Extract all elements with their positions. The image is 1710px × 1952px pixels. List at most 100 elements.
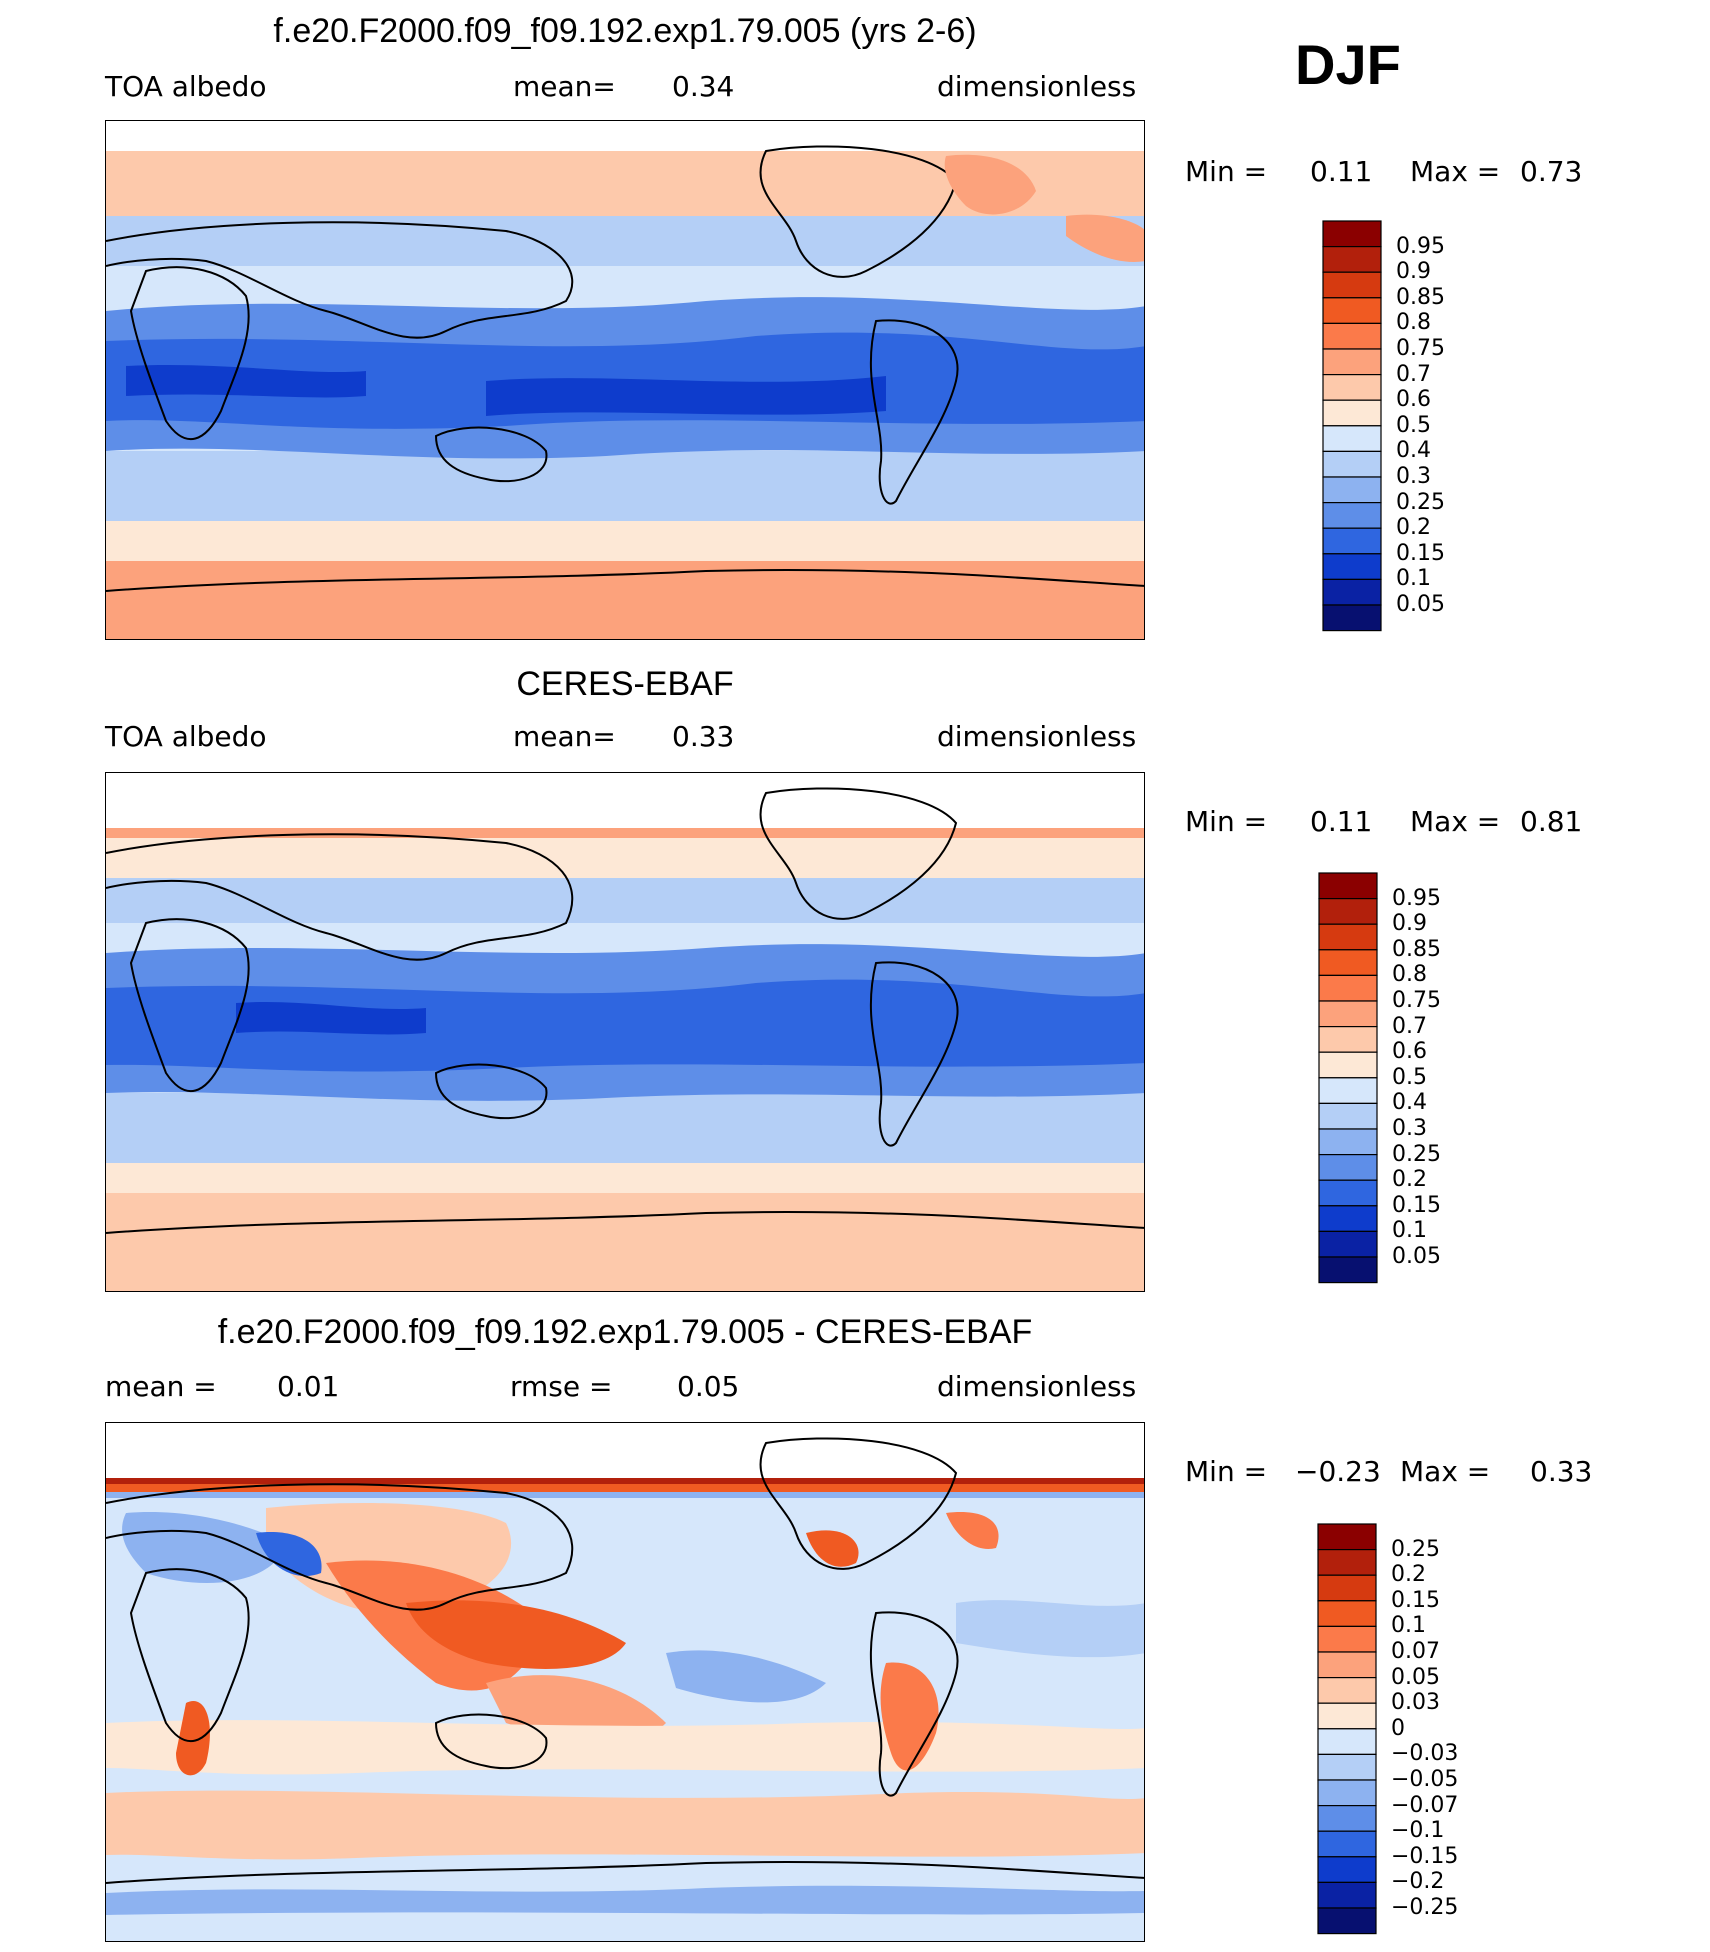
colorbar-tick-label: 0.8 xyxy=(1396,310,1431,336)
panel-1-map xyxy=(105,120,1145,640)
panel-3-title: f.e20.F2000.f09_f09.192.exp1.79.005 - CE… xyxy=(217,1313,1033,1351)
colorbar-tick-label: 0.9 xyxy=(1396,259,1431,285)
panel-3-rmse-label: rmse = xyxy=(510,1370,613,1403)
colorbar-swatch xyxy=(1318,949,1378,977)
colorbar-tick-label: 0.05 xyxy=(1392,1244,1441,1269)
colorbar-tick-label: 0.7 xyxy=(1392,1013,1427,1039)
colorbar-swatch xyxy=(1318,923,1378,951)
colorbar-swatch xyxy=(1318,1077,1378,1105)
panel-2-map xyxy=(105,772,1145,1292)
colorbar-swatch xyxy=(1317,1753,1377,1781)
colorbar-swatch xyxy=(1322,374,1382,401)
colorbar-tick-label: −0.2 xyxy=(1391,1869,1445,1895)
colorbar-tick-label: 0.03 xyxy=(1391,1690,1440,1716)
colorbar-tick-label: 0.6 xyxy=(1396,387,1431,413)
panel-1-variable-label: TOA albedo xyxy=(105,70,267,103)
colorbar-swatch xyxy=(1318,1128,1378,1156)
colorbar-tick-label: 0.2 xyxy=(1396,515,1431,541)
colorbar-tick-label: 0.6 xyxy=(1392,1039,1427,1065)
colorbar-tick-label: 0.15 xyxy=(1391,1587,1440,1613)
panel-3-max-value: 0.33 xyxy=(1530,1455,1593,1488)
panel-3-rmse-value: 0.05 xyxy=(677,1370,740,1403)
colorbar-tick-label: 0 xyxy=(1391,1715,1405,1741)
panel-1-max-value: 0.73 xyxy=(1520,155,1583,188)
colorbar-swatch xyxy=(1322,322,1382,350)
panel-1-min-label: Min = xyxy=(1185,155,1268,188)
colorbar-tick-label: 0.4 xyxy=(1392,1090,1427,1116)
colorbar-swatch xyxy=(1317,1728,1377,1756)
panel-2-variable-label: TOA albedo xyxy=(105,720,267,753)
colorbar-tick-label: 0.25 xyxy=(1391,1536,1440,1562)
colorbar-tick-label: −0.25 xyxy=(1391,1895,1459,1920)
colorbar-tick-label: 0.85 xyxy=(1392,936,1441,962)
colorbar-swatch xyxy=(1317,1830,1377,1858)
colorbar-swatch xyxy=(1317,1651,1377,1679)
panel-2-map-graphic xyxy=(106,773,1144,1291)
colorbar-swatch xyxy=(1322,271,1382,299)
colorbar-swatch xyxy=(1317,1907,1377,1935)
colorbar-tick-label: 0.1 xyxy=(1396,566,1431,592)
colorbar-tick-label: 0.25 xyxy=(1392,1141,1441,1167)
colorbar-tick-label: 0.8 xyxy=(1392,962,1427,988)
colorbar-swatch xyxy=(1322,604,1382,632)
panel-3-map-graphic xyxy=(106,1423,1144,1941)
panel-3-map xyxy=(105,1422,1145,1942)
colorbar-swatch xyxy=(1318,1000,1378,1028)
colorbar-tick-label: 0.2 xyxy=(1391,1562,1426,1588)
panel-1-title: f.e20.F2000.f09_f09.192.exp1.79.005 (yrs… xyxy=(273,12,977,50)
colorbar-swatch xyxy=(1317,1625,1377,1653)
colorbar-tick-label: 0.85 xyxy=(1396,284,1445,310)
colorbar-swatch xyxy=(1322,578,1382,606)
colorbar-swatches xyxy=(1317,1523,1377,1935)
colorbar-swatch xyxy=(1322,476,1382,504)
colorbar-tick-label: 0.75 xyxy=(1396,336,1445,361)
colorbar-tick-label: −0.07 xyxy=(1391,1792,1459,1818)
colorbar-swatch xyxy=(1317,1600,1377,1628)
colorbar-tick-label: 0.1 xyxy=(1392,1218,1427,1244)
panel-3-max-label: Max = xyxy=(1400,1455,1491,1488)
colorbar-tick-label: 0.2 xyxy=(1392,1167,1427,1193)
colorbar-swatch xyxy=(1322,450,1382,478)
colorbar-swatch xyxy=(1318,1154,1378,1181)
panel-2-max-label: Max = xyxy=(1410,805,1501,838)
panel-3-units-label: dimensionless xyxy=(937,1370,1137,1403)
colorbar-swatch xyxy=(1322,527,1382,555)
colorbar-tick-label: 0.05 xyxy=(1391,1664,1440,1690)
panel-1-map-graphic xyxy=(106,121,1144,639)
colorbar-swatch xyxy=(1322,220,1382,248)
colorbar-tick-label: −0.1 xyxy=(1391,1818,1445,1844)
colorbar-tick-label: 0.07 xyxy=(1391,1639,1440,1664)
colorbar-tick-label: −0.15 xyxy=(1391,1843,1459,1869)
colorbar-tick-label: −0.05 xyxy=(1391,1767,1459,1792)
colorbar-swatches xyxy=(1318,872,1378,1284)
colorbar-swatch xyxy=(1318,1051,1378,1079)
colorbar-swatch xyxy=(1317,1702,1377,1730)
panel-1-mean-value: 0.34 xyxy=(672,70,735,103)
colorbar-swatch xyxy=(1318,898,1378,925)
colorbar-swatch xyxy=(1322,502,1382,529)
colorbar-swatch xyxy=(1317,1805,1377,1832)
colorbar-swatch xyxy=(1318,974,1378,1002)
panel-2-units-label: dimensionless xyxy=(937,720,1137,753)
colorbar-swatch xyxy=(1317,1779,1377,1807)
panel-3-min-label: Min = xyxy=(1185,1455,1268,1488)
colorbar-swatch xyxy=(1318,1256,1378,1284)
panel-2-min-value: 0.11 xyxy=(1310,805,1373,838)
colorbar-swatch xyxy=(1322,246,1382,273)
colorbar-tick-label: 0.1 xyxy=(1391,1613,1426,1639)
panel-3-mean-value: 0.01 xyxy=(277,1370,340,1403)
colorbar-swatch xyxy=(1322,348,1382,376)
colorbar-swatch xyxy=(1322,399,1382,427)
colorbar-swatch xyxy=(1317,1856,1377,1883)
colorbar-tick-label: 0.7 xyxy=(1396,361,1431,387)
colorbar-tick-label: 0.4 xyxy=(1396,438,1431,464)
colorbar-swatch xyxy=(1318,1179,1378,1207)
panel-2-mean-value: 0.33 xyxy=(672,720,735,753)
colorbar-swatch xyxy=(1318,872,1378,900)
panel-1-units-label: dimensionless xyxy=(937,70,1137,103)
colorbar-tick-label: 0.3 xyxy=(1392,1116,1427,1141)
panel-2-max-value: 0.81 xyxy=(1520,805,1583,838)
colorbar-swatch xyxy=(1322,553,1382,580)
colorbar-tick-label: 0.5 xyxy=(1392,1064,1427,1090)
panel-3-min-value: −0.23 xyxy=(1295,1455,1381,1488)
